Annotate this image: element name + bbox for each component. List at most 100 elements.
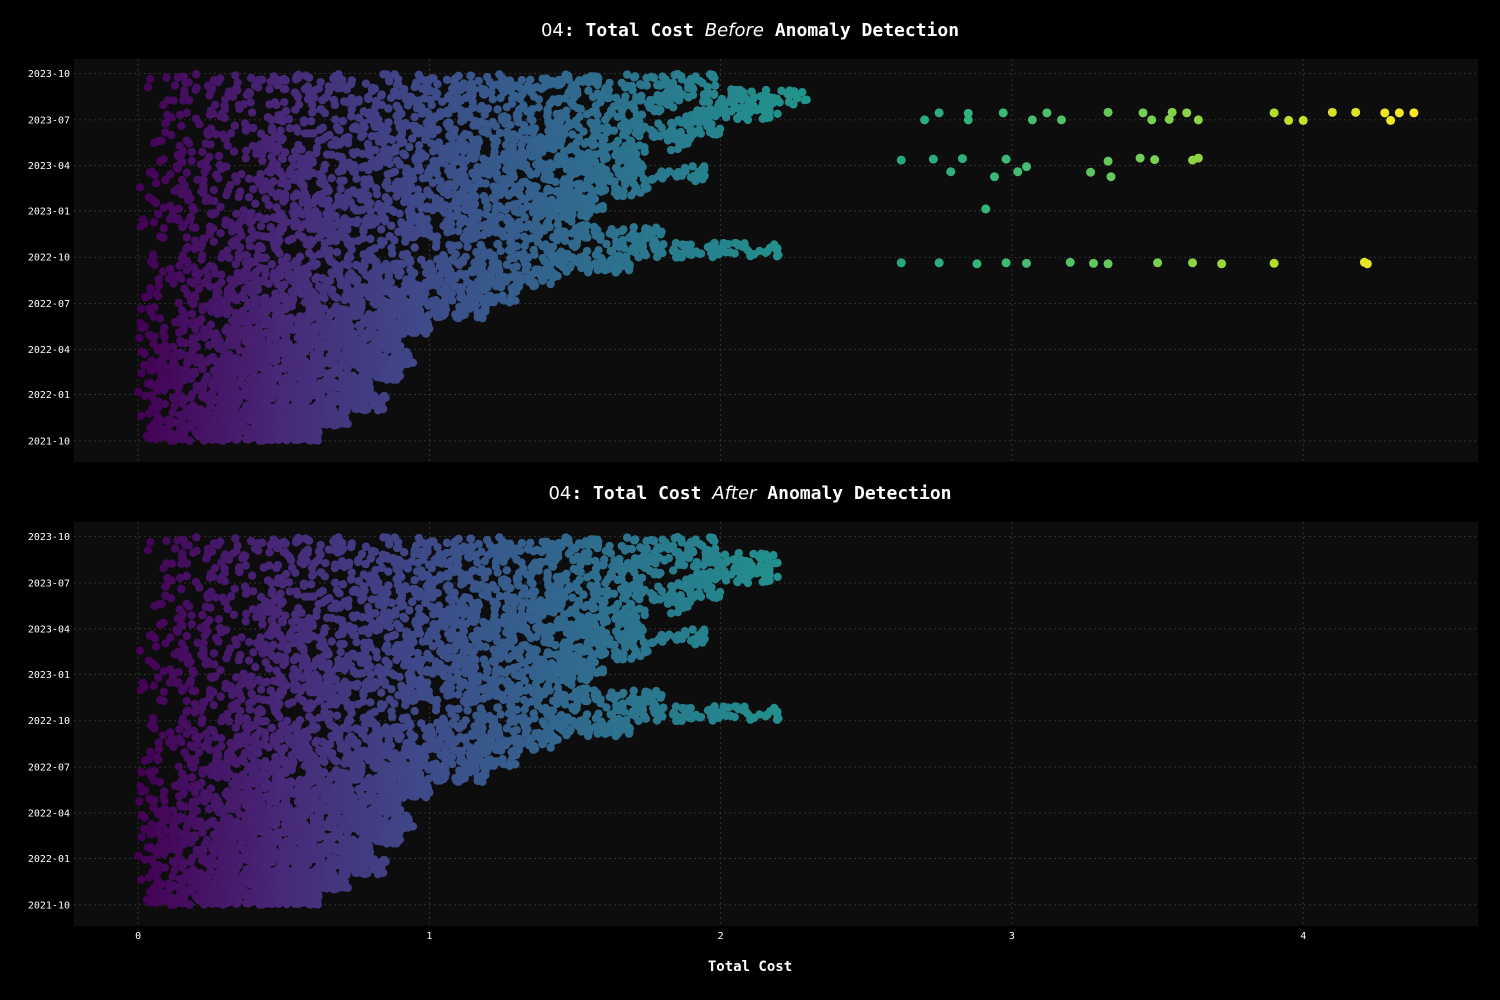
data-point [572, 138, 581, 147]
data-point [335, 125, 344, 135]
data-point [265, 85, 274, 94]
data-point [232, 390, 241, 399]
data-point [296, 408, 306, 417]
data-point [481, 127, 490, 137]
data-point [205, 282, 215, 291]
data-point [250, 393, 259, 402]
data-point [552, 125, 562, 135]
data-point [600, 148, 609, 157]
data-point [758, 100, 767, 110]
data-point [410, 112, 419, 122]
data-point [304, 163, 313, 172]
data-point [245, 415, 254, 425]
data-point [614, 251, 624, 260]
data-point [210, 100, 220, 110]
data-point [311, 322, 320, 331]
data-point [408, 134, 417, 143]
data-point [413, 185, 423, 194]
data-point [518, 160, 527, 169]
data-point [234, 192, 244, 202]
data-point [308, 252, 318, 261]
data-point [621, 141, 630, 151]
data-point [381, 311, 391, 320]
data-point [527, 270, 536, 280]
data-point [318, 173, 327, 182]
data-point [568, 239, 577, 248]
data-point [249, 184, 258, 194]
data-point [607, 108, 617, 118]
data-point [179, 72, 189, 81]
data-point [434, 138, 444, 147]
data-point [390, 167, 400, 176]
data-point [445, 215, 454, 224]
data-point [394, 80, 403, 89]
data-point [182, 233, 192, 242]
data-point [390, 207, 399, 217]
data-point [469, 204, 478, 214]
data-point [470, 154, 479, 163]
data-point [405, 287, 415, 296]
data-point [506, 120, 515, 130]
data-point [361, 79, 371, 88]
data-point [218, 356, 227, 366]
data-point [225, 181, 235, 190]
data-point [327, 140, 336, 149]
y-tick-label: 2023-07 [28, 115, 70, 126]
data-point [137, 369, 146, 378]
data-point [191, 223, 200, 232]
data-point [312, 259, 321, 269]
data-point [199, 189, 208, 198]
data-point [427, 100, 436, 110]
data-point [568, 130, 577, 139]
data-point [223, 328, 233, 337]
data-point [319, 165, 329, 174]
data-point [501, 140, 511, 150]
data-point [478, 277, 487, 287]
data-point [212, 281, 222, 291]
data-point [628, 86, 637, 95]
data-point [214, 294, 224, 303]
data-point [398, 251, 408, 260]
data-point [316, 407, 325, 416]
data-point [326, 336, 335, 346]
data-point [331, 321, 341, 330]
data-point [503, 213, 512, 222]
data-point [288, 277, 298, 286]
data-point [246, 356, 256, 366]
data-point [154, 362, 163, 371]
data-point [246, 98, 255, 107]
data-point [230, 294, 239, 304]
data-point [334, 229, 343, 238]
data-point [319, 290, 328, 300]
data-point [166, 170, 175, 179]
data-point [309, 295, 318, 305]
data-point [401, 319, 410, 328]
data-point [411, 155, 420, 164]
data-point [324, 187, 333, 196]
y-tick-label: 2022-07 [28, 299, 70, 310]
data-point [553, 160, 563, 169]
data-point [453, 197, 463, 206]
data-point [706, 106, 715, 116]
data-point [245, 216, 254, 225]
data-point [440, 201, 450, 210]
data-point [287, 302, 296, 311]
data-point [178, 376, 188, 385]
data-point [291, 105, 300, 114]
title-part: 04 [548, 483, 572, 504]
data-point [173, 151, 182, 160]
data-point [598, 257, 608, 266]
data-point [444, 166, 453, 175]
data-point [234, 433, 243, 442]
data-point [545, 143, 554, 153]
data-point [384, 134, 393, 144]
data-point [587, 201, 596, 211]
data-point [358, 194, 368, 204]
data-point [366, 206, 375, 216]
data-point [383, 177, 392, 186]
data-point [745, 101, 755, 110]
data-point [585, 149, 594, 158]
data-point [316, 226, 326, 235]
data-point [367, 132, 377, 141]
data-point [213, 332, 222, 341]
